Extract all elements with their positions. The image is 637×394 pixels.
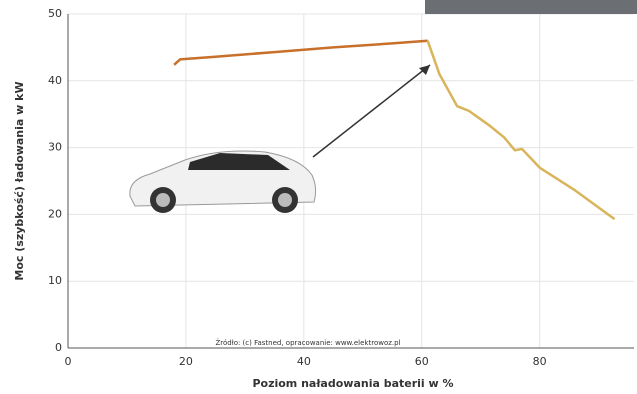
y-axis-title: Moc (szybkość) ładowania w kW (13, 81, 26, 280)
x-tick-label: 80 (533, 355, 547, 368)
y-tick-label: 40 (48, 74, 62, 87)
source-note: Źródło: (c) Fastned, opracowanie: www.el… (215, 338, 400, 347)
y-tick-label: 50 (48, 7, 62, 20)
car (130, 151, 316, 213)
data-line (428, 41, 615, 219)
photo-corner (425, 0, 637, 14)
x-tick-label: 0 (65, 355, 72, 368)
arrow (313, 65, 430, 157)
y-tick-label: 0 (55, 341, 62, 354)
chart: Poziom naładowania baterii w % Moc (szyb… (0, 0, 637, 394)
y-tick-label: 10 (48, 274, 62, 287)
x-tick-label: 60 (415, 355, 429, 368)
y-tick-label: 30 (48, 141, 62, 154)
arrow-head (419, 65, 430, 75)
x-tick-label: 40 (297, 355, 311, 368)
y-tick-label: 20 (48, 207, 62, 220)
x-tick-label: 20 (179, 355, 193, 368)
x-axis-title: Poziom naładowania baterii w % (252, 377, 453, 390)
data-line (174, 41, 428, 65)
